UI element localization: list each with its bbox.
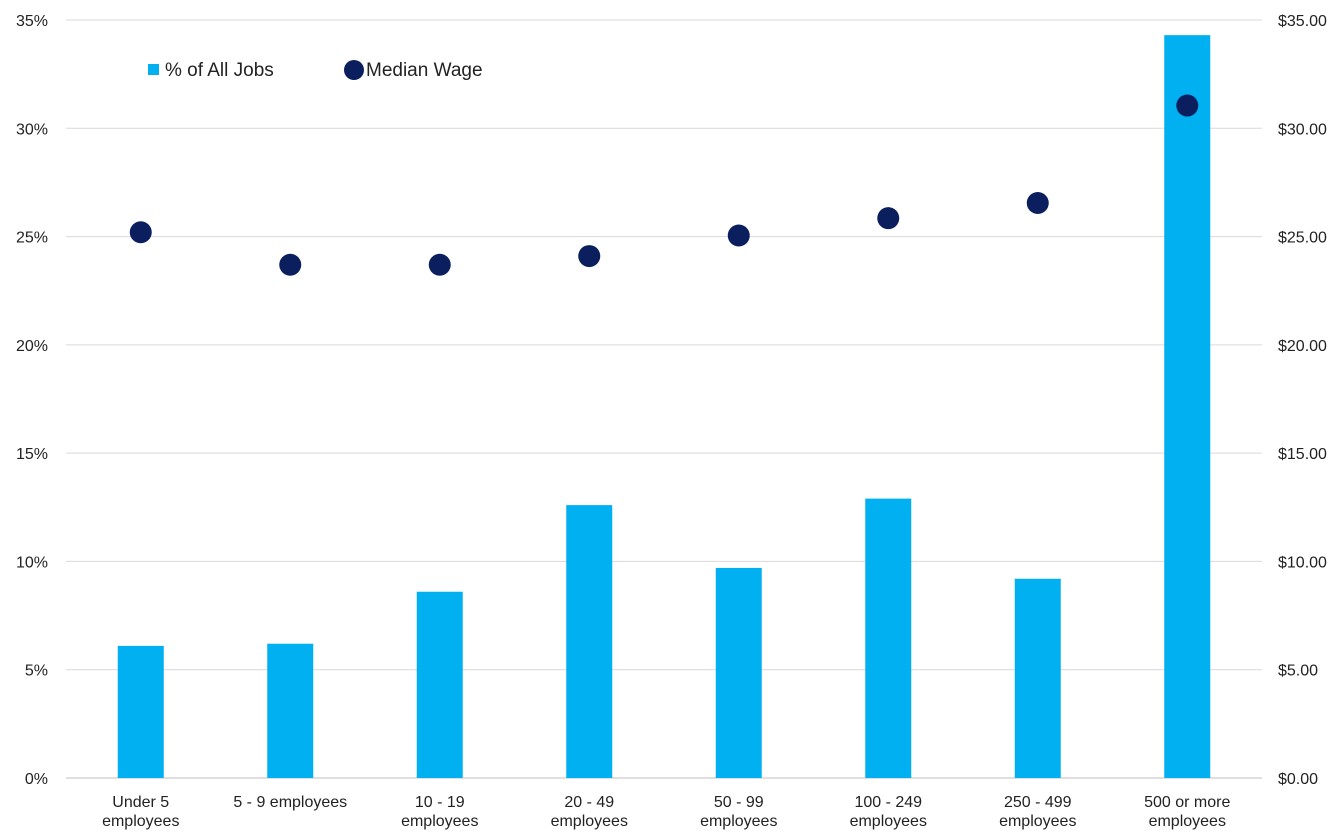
data-point — [877, 207, 900, 230]
x-tick-label-line: 20 - 49 — [564, 794, 614, 811]
data-point — [1026, 192, 1049, 215]
left-tick-label: 35% — [16, 13, 48, 30]
x-tick-label-line: employees — [999, 813, 1076, 830]
right-tick-label: $5.00 — [1278, 663, 1318, 680]
bar — [715, 567, 762, 778]
right-tick-label: $10.00 — [1278, 554, 1327, 571]
x-tick-label-line: employees — [1149, 813, 1226, 830]
x-tick-label: 250 - 499 employees — [999, 794, 1076, 830]
right-tick-label: $20.00 — [1278, 338, 1327, 355]
x-tick-label-line: employees — [401, 813, 478, 830]
data-point — [727, 224, 750, 247]
data-point — [578, 245, 601, 268]
right-tick-label: $15.00 — [1278, 446, 1327, 463]
x-tick-label: 500 or more employees — [1144, 794, 1230, 830]
x-tick-label: 10 - 19 employees — [401, 794, 478, 830]
data-point — [428, 253, 451, 276]
bar — [1014, 578, 1061, 778]
bar-series — [117, 35, 1211, 779]
data-point — [129, 221, 152, 244]
bar — [416, 591, 463, 778]
x-tick-label-line: Under 5 — [112, 794, 169, 811]
legend: % of All Jobs Median Wage — [148, 60, 483, 81]
x-tick-label-line: 10 - 19 — [415, 794, 465, 811]
x-tick-label-line: 50 - 99 — [714, 794, 764, 811]
left-axis: 0% 5% 10% 15% 20% 25% 30% 35% — [16, 13, 48, 788]
x-tick-label-line: employees — [551, 813, 628, 830]
right-tick-label: $30.00 — [1278, 121, 1327, 138]
bar — [865, 498, 912, 778]
x-tick-label: 20 - 49 employees — [551, 794, 628, 830]
legend-label-bars: % of All Jobs — [165, 60, 274, 81]
left-tick-label: 25% — [16, 230, 48, 247]
left-tick-label: 5% — [25, 663, 48, 680]
right-tick-label: $0.00 — [1278, 771, 1318, 788]
data-point — [1176, 94, 1199, 117]
x-tick-label: Under 5 employees — [102, 794, 179, 830]
bar — [566, 505, 613, 778]
right-axis: $0.00 $5.00 $10.00 $15.00 $20.00 $25.00 $30.00… — [1278, 13, 1327, 788]
x-tick-label-line: employees — [850, 813, 927, 830]
x-tick-label-line: employees — [700, 813, 777, 830]
left-tick-label: 10% — [16, 554, 48, 571]
left-tick-label: 20% — [16, 338, 48, 355]
bar — [117, 645, 164, 778]
left-tick-label: 30% — [16, 121, 48, 138]
x-tick-label: 50 - 99 employees — [700, 794, 777, 830]
x-tick-label-line: employees — [102, 813, 179, 830]
left-tick-label: 15% — [16, 446, 48, 463]
x-axis: Under 5 employees 5 - 9 employees 10 - 19 em… — [102, 794, 1230, 830]
x-tick-label-line: 5 - 9 employees — [233, 794, 347, 811]
x-tick-label-line: 500 or more — [1144, 794, 1230, 811]
legend-swatch-bars — [148, 64, 159, 75]
left-tick-label: 0% — [25, 771, 48, 788]
bar — [1164, 35, 1211, 779]
x-tick-label-line: 100 - 249 — [854, 794, 922, 811]
bar — [267, 643, 314, 778]
legend-label-points: Median Wage — [366, 60, 483, 81]
data-point — [279, 253, 302, 276]
x-tick-label: 100 - 249 employees — [850, 794, 927, 830]
x-tick-label-line: 250 - 499 — [1004, 794, 1072, 811]
right-tick-label: $25.00 — [1278, 230, 1327, 247]
scatter-series — [129, 94, 1199, 276]
x-tick-label: 5 - 9 employees — [233, 794, 347, 811]
legend-swatch-points — [344, 60, 364, 80]
gridlines — [66, 19, 1262, 779]
right-tick-label: $35.00 — [1278, 13, 1327, 30]
